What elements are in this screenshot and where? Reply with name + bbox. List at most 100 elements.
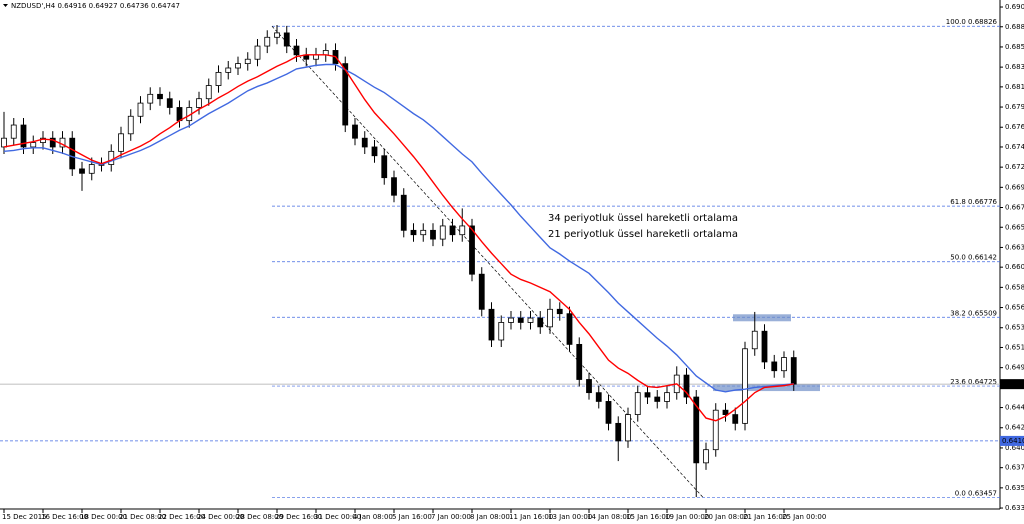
candle-body xyxy=(605,401,612,424)
x-tick-label: 16 Dec 16:00 xyxy=(41,513,88,521)
candle-body xyxy=(547,308,553,328)
candle-body xyxy=(361,137,368,148)
y-tick-label: 0.63335 xyxy=(1005,504,1024,512)
x-tick-label: 13 Jan 00:00 xyxy=(548,513,592,521)
x-tick-label: 20 Jan 08:00 xyxy=(704,513,748,521)
candle-body xyxy=(147,93,154,104)
candle-body xyxy=(381,155,388,179)
x-tick-label: 4 Jan 08:00 xyxy=(353,513,393,521)
level-label: 0.64100 xyxy=(1002,437,1024,445)
x-tick-label: 28 Dec 08:00 xyxy=(236,513,283,521)
y-tick-label: 0.68135 xyxy=(1005,83,1024,91)
candle-body xyxy=(264,36,271,47)
candle-body xyxy=(751,330,758,350)
ema-line xyxy=(3,54,794,422)
y-tick-label: 0.65850 xyxy=(1005,283,1024,291)
candle-body xyxy=(781,357,787,372)
candle-body xyxy=(88,164,95,174)
fib-label: 23.6 0.64725 xyxy=(950,378,997,386)
fib-label: 38.2 0.65509 xyxy=(950,309,997,317)
x-tick-label: 19 Jan 00:00 xyxy=(665,513,709,521)
x-tick-label: 24 Dec 00:00 xyxy=(197,513,244,521)
candle-body xyxy=(439,225,446,240)
zone xyxy=(733,314,791,322)
x-tick-label: 14 Jan 08:00 xyxy=(587,513,631,521)
candle-body xyxy=(693,396,700,464)
y-tick-label: 0.64020 xyxy=(1005,444,1024,452)
x-tick-label: 15 Dec 2015 xyxy=(2,513,47,521)
candle-body xyxy=(205,85,212,100)
candle-body xyxy=(283,32,290,47)
candle-body xyxy=(566,313,573,345)
x-tick-label: 11 Jan 16:00 xyxy=(509,513,553,521)
legend-ema34: 34 periyotluk üssel hareketli ortalama xyxy=(548,213,738,224)
candle-body xyxy=(410,229,417,236)
x-tick-label: 7 Jan 00:00 xyxy=(431,513,471,521)
y-tick-label: 0.66305 xyxy=(1005,243,1024,251)
candle-body xyxy=(391,177,397,196)
candle-body xyxy=(488,308,495,341)
candle-body xyxy=(166,98,173,108)
legend-ema21: 21 periyotluk üssel hareketli ortalama xyxy=(548,229,738,240)
candle-body xyxy=(342,63,349,126)
x-tick-label: 5 Jan 16:00 xyxy=(392,513,432,521)
fib-label: 50.0 0.66142 xyxy=(950,254,997,262)
candle-body xyxy=(556,308,563,315)
candle-body xyxy=(761,330,768,363)
candle-body xyxy=(664,392,670,402)
y-tick-label: 0.67905 xyxy=(1005,103,1024,111)
menu-arrow xyxy=(3,4,8,7)
candle-body xyxy=(157,93,163,100)
x-tick-label: 25 Jan 00:00 xyxy=(782,513,826,521)
candle-body xyxy=(352,124,358,139)
y-tick-label: 0.64480 xyxy=(1005,404,1024,412)
candle-body xyxy=(30,142,37,148)
candle-body xyxy=(790,357,797,385)
candle-body xyxy=(420,229,427,236)
y-tick-label: 0.64250 xyxy=(1005,424,1024,432)
candle-body xyxy=(703,449,709,464)
candle-body xyxy=(654,396,661,402)
candle-body xyxy=(478,273,485,310)
candle-body xyxy=(722,409,729,415)
candle-body xyxy=(459,225,466,236)
candle-body xyxy=(586,379,592,394)
y-tick-label: 0.63795 xyxy=(1005,464,1024,472)
candle-body xyxy=(254,45,261,60)
candle-body xyxy=(595,392,602,402)
x-tick-label: 18 Dec 00:00 xyxy=(80,513,127,521)
y-tick-label: 0.67220 xyxy=(1005,163,1024,171)
candle-body xyxy=(20,124,27,148)
candle-body xyxy=(274,32,280,38)
candle-body xyxy=(625,414,631,442)
candle-body xyxy=(634,392,641,415)
candle-body xyxy=(517,317,524,323)
x-tick-label: 21 Jan 16:00 xyxy=(743,513,787,521)
fib-label: 61.8 0.66776 xyxy=(950,198,997,206)
candle-body xyxy=(430,229,436,240)
candle-body xyxy=(10,124,17,139)
level-label-box xyxy=(1000,435,1024,446)
y-tick-label: 0.69045 xyxy=(1005,3,1024,11)
candle-body xyxy=(293,45,300,56)
candle-body xyxy=(215,71,222,86)
candle-body xyxy=(712,409,719,451)
candle-body xyxy=(371,146,378,157)
x-tick-label: 29 Dec 16:00 xyxy=(275,513,322,521)
candle-body xyxy=(400,194,407,231)
candle-body xyxy=(449,225,456,236)
y-tick-label: 0.67675 xyxy=(1005,123,1024,131)
candle-body xyxy=(69,137,76,170)
fib-label: 100.0 0.68826 xyxy=(946,18,998,26)
candle-body xyxy=(469,225,475,275)
y-tick-label: 0.65620 xyxy=(1005,304,1024,312)
x-tick-label: 15 Jan 16:00 xyxy=(626,513,670,521)
candle-body xyxy=(137,102,144,117)
candle-body xyxy=(118,133,124,152)
candle-body xyxy=(196,98,202,108)
candle-body xyxy=(79,168,85,174)
candle-body xyxy=(508,317,514,323)
candle-body xyxy=(537,317,544,328)
x-tick-label: 21 Dec 08:00 xyxy=(119,513,166,521)
